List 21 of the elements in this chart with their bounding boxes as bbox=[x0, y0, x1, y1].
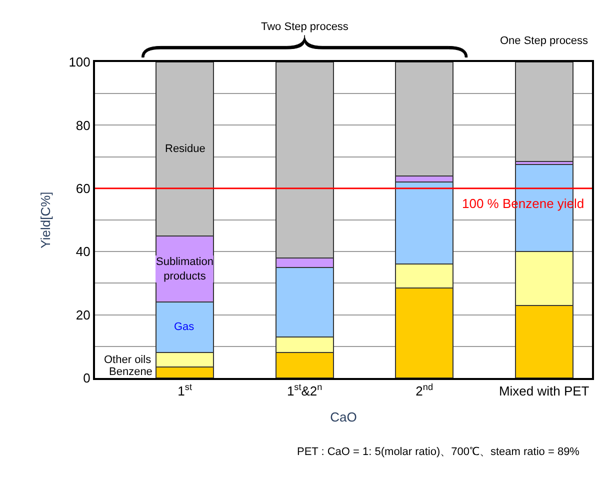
y-tick-label: 0 bbox=[83, 370, 90, 386]
series-label: Benzene bbox=[109, 366, 152, 378]
series-label: Other oils bbox=[104, 354, 152, 366]
series-label: Residue bbox=[165, 143, 206, 155]
y-tick-label: 100 bbox=[68, 54, 90, 70]
text: Two Step process bbox=[261, 21, 349, 33]
x-tick-label: 2$^{nd}$ bbox=[416, 382, 434, 399]
series-label: Gas bbox=[174, 321, 195, 333]
text: PET : CaO = 1: 5(molar ratio)、700℃、steam ratio = 89% bbox=[297, 446, 580, 458]
y-tick-label: 60 bbox=[76, 180, 90, 196]
series-label: Sublimation products bbox=[156, 256, 214, 282]
bar bbox=[514, 62, 574, 162]
x-tick-label: 1$^{st}$ bbox=[178, 382, 192, 399]
y-axis-title: Yield[C%] bbox=[38, 192, 54, 248]
x-tick-label: 1$^{st}$&2$^{n}$ bbox=[286, 382, 322, 399]
y-tick-label: 80 bbox=[76, 118, 90, 133]
text: One Step process bbox=[500, 35, 589, 47]
x-axis-title: CaO bbox=[330, 410, 357, 425]
x-tick-label: Mixed with PET bbox=[498, 384, 590, 399]
y-tick-label: 20 bbox=[76, 307, 90, 322]
y-tick-label: 40 bbox=[76, 244, 90, 260]
